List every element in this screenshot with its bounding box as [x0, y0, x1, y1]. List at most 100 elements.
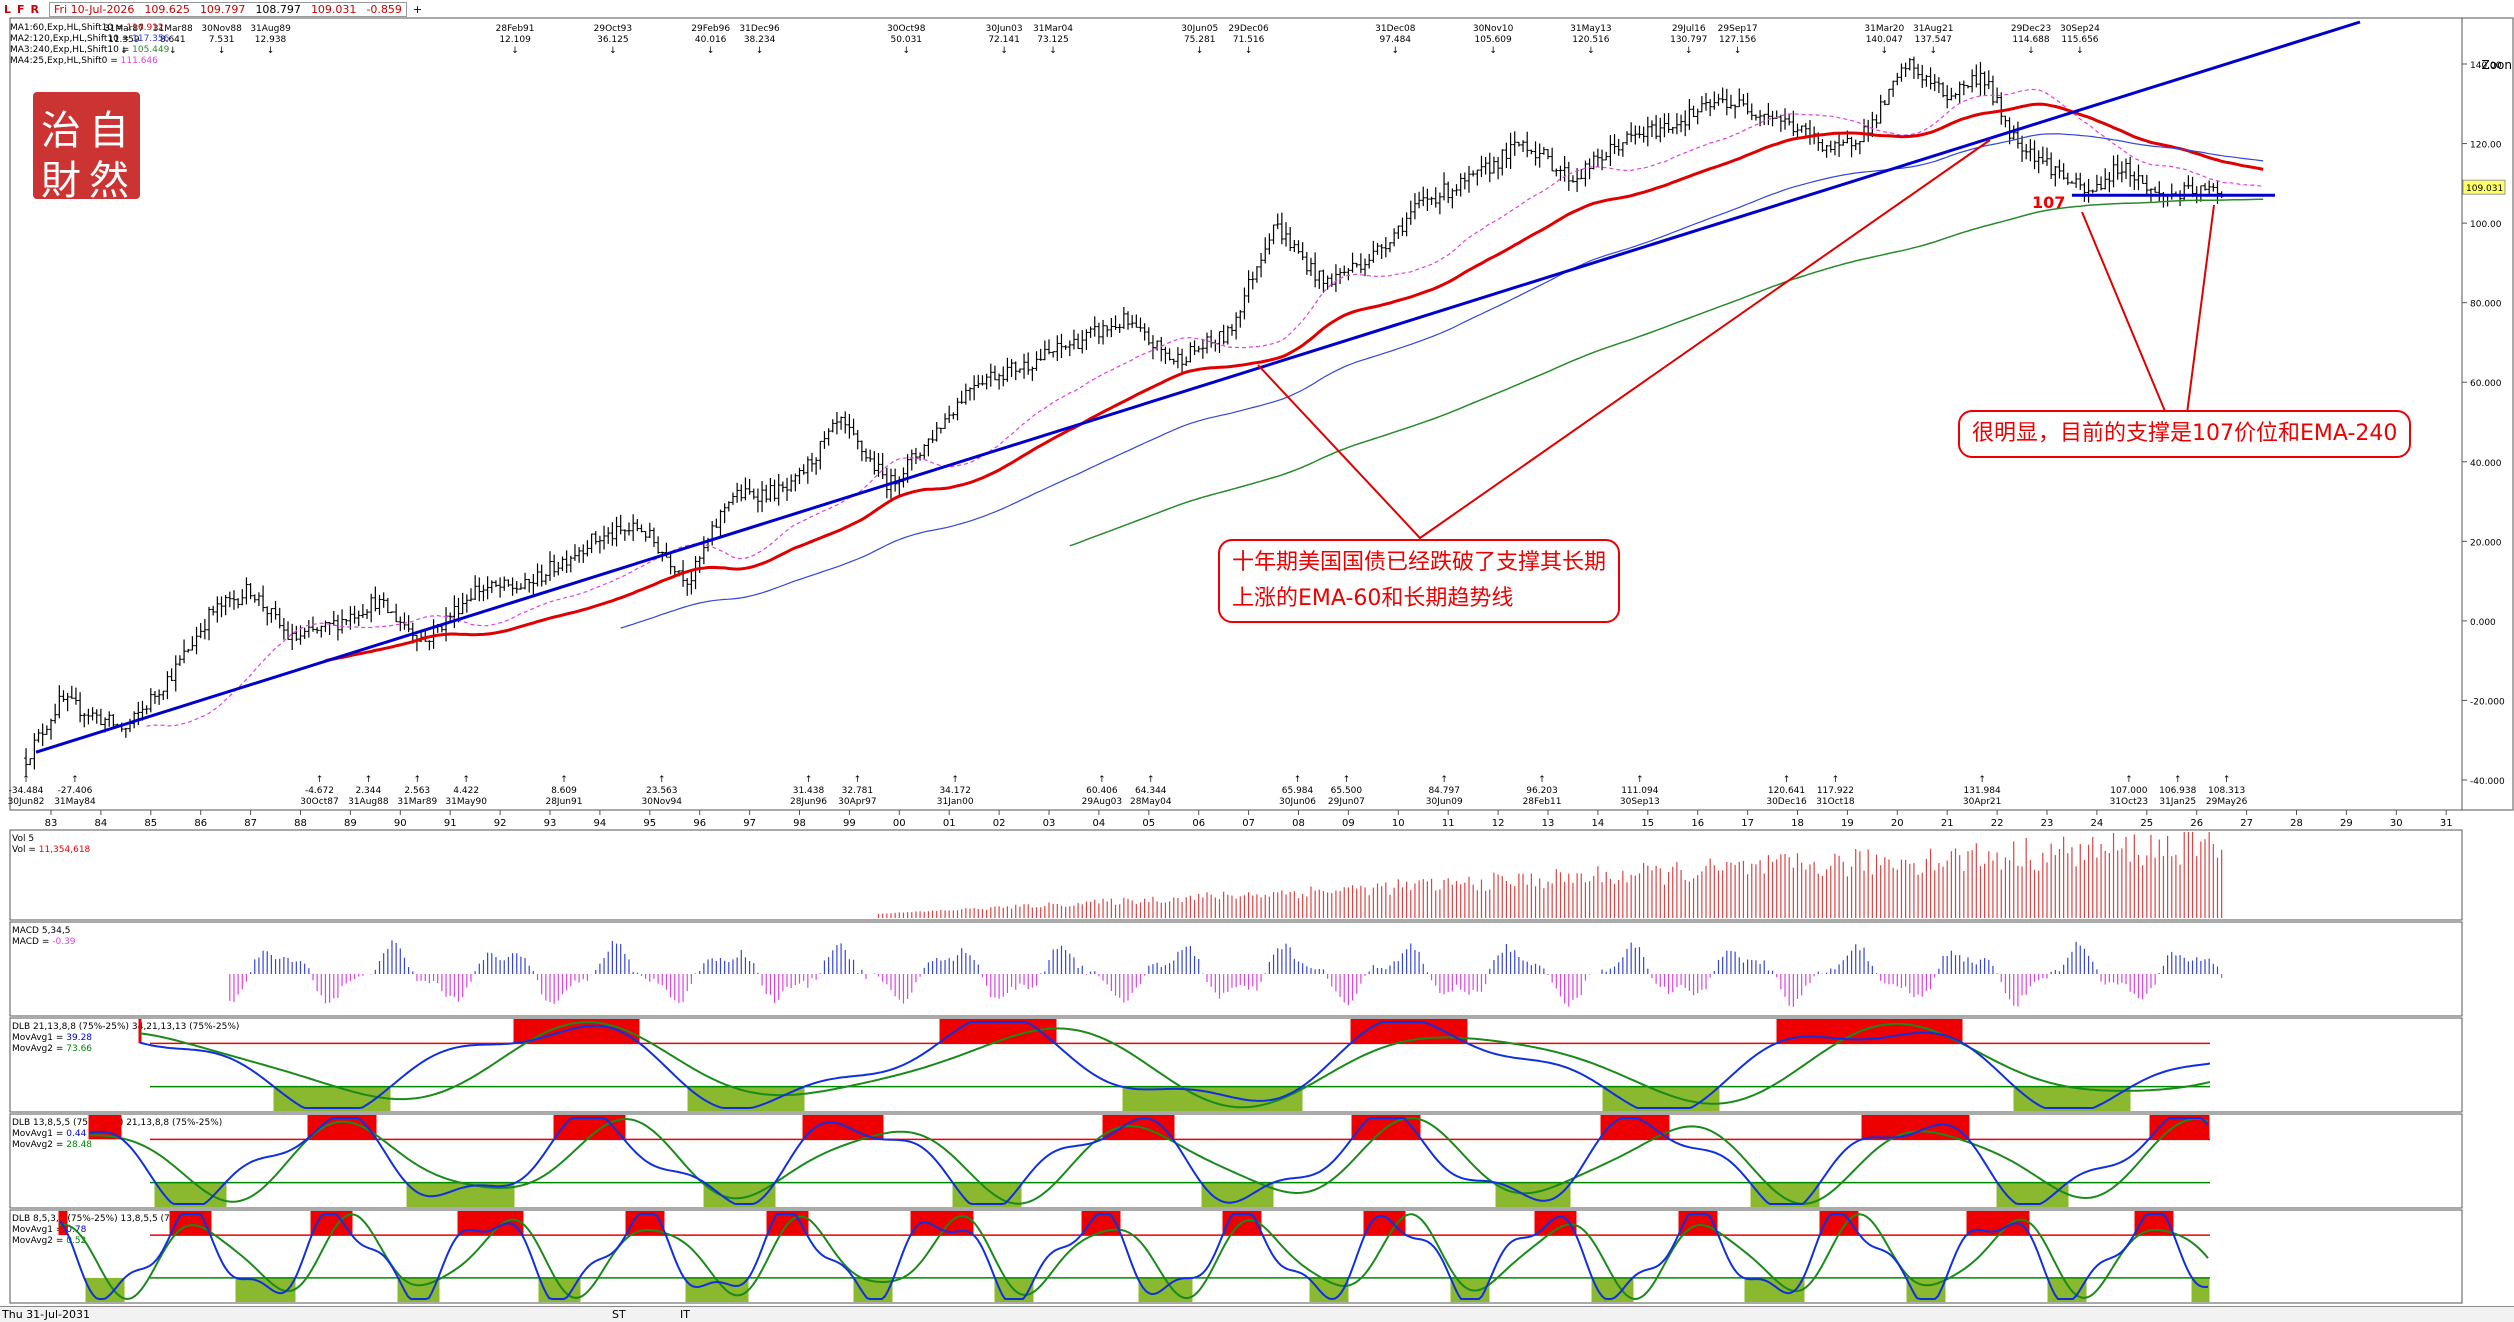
- overbought-zone: [1375, 1211, 1379, 1236]
- overbought-zone: [1836, 1019, 1840, 1044]
- toolbar-icon-f[interactable]: F: [17, 2, 25, 16]
- x-tick-label: 26: [2190, 818, 2203, 829]
- overbought-zone: [811, 1115, 815, 1140]
- overbought-zone: [340, 1115, 344, 1140]
- oversold-zone: [268, 1277, 272, 1302]
- oversold-zone: [2112, 1086, 2116, 1111]
- overbought-zone: [460, 1211, 464, 1236]
- swing-arrow-up: ↑: [1978, 775, 1986, 785]
- swing-label-value: 120.516: [1572, 35, 1609, 45]
- overbought-zone: [1234, 1211, 1238, 1236]
- oversold-zone: [2022, 1086, 2026, 1111]
- toolbar-icon-l[interactable]: L: [4, 2, 12, 16]
- overbought-zone: [571, 1115, 575, 1140]
- overbought-zone: [1404, 1019, 1408, 1044]
- oversold-zone: [490, 1182, 494, 1207]
- overbought-zone: [1821, 1019, 1825, 1044]
- oversold-zone: [1668, 1086, 1672, 1111]
- oversold-zone: [412, 1182, 416, 1207]
- oversold-zone: [265, 1277, 269, 1302]
- oversold-zone: [1750, 1277, 1754, 1302]
- overbought-zone: [1624, 1115, 1628, 1140]
- y-tick-label: 100.00: [2470, 220, 2502, 230]
- overbought-zone: [609, 1019, 613, 1044]
- overbought-zone: [1903, 1115, 1907, 1140]
- oversold-zone: [100, 1277, 104, 1302]
- oversold-zone: [1197, 1086, 1201, 1111]
- oversold-zone: [1006, 1277, 1010, 1302]
- oversold-zone: [748, 1182, 752, 1207]
- overbought-zone: [466, 1211, 470, 1236]
- zoom-label[interactable]: Zoon: [2481, 58, 2512, 72]
- overbought-zone: [1144, 1115, 1148, 1140]
- swing-arrow-down: ↓: [707, 46, 715, 56]
- swing-arrow-up: ↑: [316, 775, 324, 785]
- bottom-st[interactable]: ST: [612, 1308, 626, 1321]
- toolbar-icons[interactable]: L F R: [0, 3, 39, 16]
- oversold-zone: [1141, 1277, 1145, 1302]
- overbought-zone: [1114, 1115, 1118, 1140]
- overbought-zone: [766, 1211, 770, 1236]
- swing-arrow-down: ↓: [267, 46, 275, 56]
- x-tick-label: 17: [1741, 818, 1754, 829]
- overbought-zone: [94, 1115, 98, 1140]
- oversold-zone: [1240, 1182, 1244, 1207]
- overbought-zone: [1926, 1019, 1930, 1044]
- overbought-zone: [1791, 1019, 1795, 1044]
- overbought-zone: [2188, 1115, 2192, 1140]
- oversold-zone: [1176, 1086, 1180, 1111]
- bottom-it[interactable]: IT: [680, 1308, 690, 1321]
- add-button[interactable]: +: [412, 2, 423, 16]
- oversold-zone: [1534, 1182, 1538, 1207]
- overbought-zone: [967, 1211, 971, 1236]
- overbought-zone: [525, 1019, 529, 1044]
- oversold-zone: [1624, 1277, 1628, 1302]
- overbought-zone: [115, 1115, 119, 1140]
- swing-arrow-up: ↑: [1440, 775, 1448, 785]
- oversold-zone: [1543, 1182, 1547, 1207]
- overbought-zone: [517, 1211, 521, 1236]
- overbought-zone: [1872, 1019, 1876, 1044]
- overbought-zone: [2164, 1211, 2168, 1236]
- y-tick-label: 40.000: [2470, 459, 2502, 469]
- overbought-zone: [1573, 1211, 1577, 1236]
- oversold-zone: [412, 1277, 416, 1302]
- oversold-zone: [732, 1086, 736, 1111]
- overbought-zone: [1380, 1019, 1384, 1044]
- oversold-zone: [553, 1277, 557, 1302]
- oversold-zone: [2043, 1086, 2047, 1111]
- oversold-zone: [577, 1277, 581, 1302]
- overbought-zone: [1428, 1019, 1432, 1044]
- oversold-zone: [91, 1277, 95, 1302]
- oversold-zone: [244, 1277, 248, 1302]
- oversold-zone: [777, 1086, 781, 1111]
- oversold-zone: [259, 1277, 263, 1302]
- legend-value: 105.449: [132, 45, 169, 55]
- oversold-zone: [238, 1277, 242, 1302]
- overbought-zone: [619, 1115, 623, 1140]
- oversold-zone: [1152, 1086, 1156, 1111]
- overbought-zone: [1809, 1019, 1813, 1044]
- oversold-zone: [976, 1182, 980, 1207]
- overbought-zone: [1384, 1211, 1388, 1236]
- overbought-zone: [181, 1211, 185, 1236]
- oversold-zone: [1618, 1277, 1622, 1302]
- swing-arrow-down: ↓: [1000, 46, 1008, 56]
- swing-arrow-up: ↑: [1832, 775, 1840, 785]
- overbought-zone: [636, 1019, 640, 1044]
- toolbar-icon-r[interactable]: R: [30, 2, 40, 16]
- oversold-zone: [409, 1182, 413, 1207]
- overbought-zone: [1105, 1115, 1109, 1140]
- overbought-zone: [1398, 1019, 1402, 1044]
- oversold-zone: [250, 1277, 254, 1302]
- oversold-zone: [1608, 1086, 1612, 1111]
- overbought-zone: [1866, 1019, 1870, 1044]
- oversold-zone: [2097, 1086, 2101, 1111]
- overbought-zone: [1231, 1211, 1235, 1236]
- overbought-zone: [778, 1211, 782, 1236]
- overbought-zone: [1386, 1019, 1390, 1044]
- x-tick-label: 20: [1891, 818, 1904, 829]
- overbought-zone: [472, 1211, 476, 1236]
- overbought-zone: [202, 1211, 206, 1236]
- oversold-zone: [1567, 1182, 1571, 1207]
